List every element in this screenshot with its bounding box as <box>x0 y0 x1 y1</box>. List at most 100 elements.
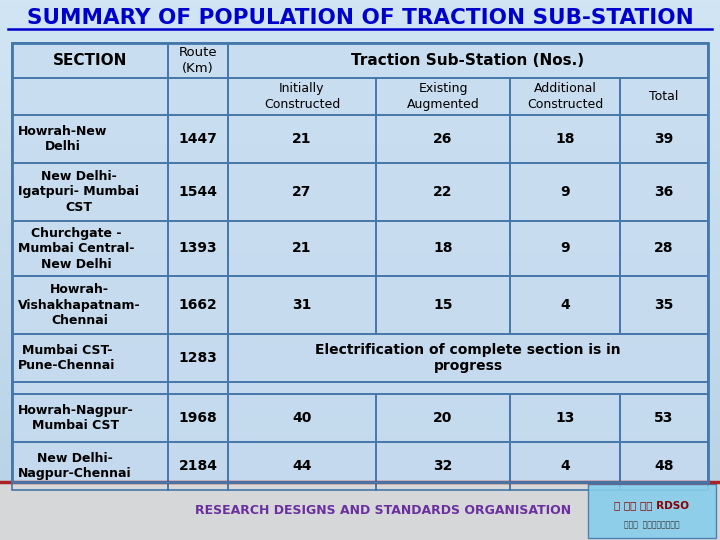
Text: 20: 20 <box>433 411 453 425</box>
Text: 18: 18 <box>555 132 575 146</box>
Bar <box>620 163 708 221</box>
Bar <box>168 442 228 490</box>
Text: 53: 53 <box>654 411 674 425</box>
Bar <box>376 442 510 490</box>
Text: 40: 40 <box>292 411 312 425</box>
Text: 36: 36 <box>654 185 674 199</box>
Text: Initially
Constructed: Initially Constructed <box>264 82 340 111</box>
Bar <box>12 382 168 394</box>
Bar <box>12 78 168 115</box>
Bar <box>376 78 510 115</box>
Text: 1662: 1662 <box>179 298 217 312</box>
Bar <box>12 43 708 482</box>
Bar <box>168 221 228 276</box>
Text: 9: 9 <box>560 185 570 199</box>
Bar <box>12 115 168 163</box>
Bar <box>376 115 510 163</box>
Text: 18: 18 <box>433 241 453 255</box>
Bar <box>12 334 168 382</box>
Bar <box>228 442 376 490</box>
Bar <box>12 276 168 334</box>
Bar <box>12 163 168 221</box>
Bar <box>510 163 620 221</box>
Bar <box>12 442 168 490</box>
Bar <box>228 382 708 394</box>
Bar <box>168 78 228 115</box>
Text: Additional
Constructed: Additional Constructed <box>527 82 603 111</box>
Bar <box>228 78 376 115</box>
Bar <box>12 442 168 490</box>
Bar <box>376 115 510 163</box>
Text: New Delhi-
Igatpuri- Mumbai
CST: New Delhi- Igatpuri- Mumbai CST <box>18 170 139 214</box>
Text: 4: 4 <box>560 298 570 312</box>
Text: 1393: 1393 <box>179 241 217 255</box>
Bar <box>168 78 228 115</box>
Bar <box>376 163 510 221</box>
Bar <box>228 163 376 221</box>
Bar <box>228 276 376 334</box>
Text: Howrah-New
Delhi: Howrah-New Delhi <box>18 125 107 153</box>
Bar <box>168 115 228 163</box>
Text: 21: 21 <box>292 132 312 146</box>
Bar <box>620 78 708 115</box>
Bar <box>168 43 228 78</box>
Bar <box>510 276 620 334</box>
Text: 1447: 1447 <box>179 132 217 146</box>
Bar <box>620 163 708 221</box>
Bar <box>620 115 708 163</box>
Bar <box>228 334 708 382</box>
Text: Howrah-
Vishakhapatnam-
Chennai: Howrah- Vishakhapatnam- Chennai <box>18 283 140 327</box>
Bar <box>12 115 168 163</box>
Bar <box>376 394 510 442</box>
Bar <box>168 43 228 78</box>
Bar <box>168 115 228 163</box>
Text: 48: 48 <box>654 459 674 473</box>
Bar <box>376 221 510 276</box>
Bar <box>588 484 716 538</box>
Bar <box>510 394 620 442</box>
Bar <box>228 442 376 490</box>
Bar <box>510 394 620 442</box>
Text: 31: 31 <box>292 298 312 312</box>
Bar <box>620 221 708 276</box>
Bar <box>0 482 720 540</box>
Bar <box>620 394 708 442</box>
Bar <box>168 163 228 221</box>
Text: 4: 4 <box>560 459 570 473</box>
Text: 44: 44 <box>292 459 312 473</box>
Text: 39: 39 <box>654 132 674 146</box>
Bar <box>228 115 376 163</box>
Bar <box>12 221 168 276</box>
Bar <box>228 115 376 163</box>
Text: 1968: 1968 <box>179 411 217 425</box>
Bar <box>620 442 708 490</box>
Bar <box>510 115 620 163</box>
Bar <box>620 394 708 442</box>
Bar <box>168 276 228 334</box>
Bar <box>620 221 708 276</box>
Bar <box>510 78 620 115</box>
Text: 9: 9 <box>560 241 570 255</box>
Bar <box>620 276 708 334</box>
Bar <box>228 221 376 276</box>
Text: Electrification of complete section is in
progress: Electrification of complete section is i… <box>315 342 621 373</box>
Bar <box>510 115 620 163</box>
Bar <box>12 394 168 442</box>
Bar <box>228 78 376 115</box>
Bar <box>620 442 708 490</box>
Bar <box>228 43 708 78</box>
Text: 1544: 1544 <box>179 185 217 199</box>
Bar <box>510 442 620 490</box>
Text: 27: 27 <box>292 185 312 199</box>
Text: 1283: 1283 <box>179 351 217 365</box>
Bar <box>168 394 228 442</box>
Bar <box>12 163 168 221</box>
Text: Churchgate -
Mumbai Central-
New Delhi: Churchgate - Mumbai Central- New Delhi <box>18 226 135 271</box>
Bar <box>510 276 620 334</box>
Bar <box>228 43 708 78</box>
Bar <box>510 163 620 221</box>
Text: 35: 35 <box>654 298 674 312</box>
Text: 21: 21 <box>292 241 312 255</box>
Bar <box>168 334 228 382</box>
Bar <box>510 442 620 490</box>
